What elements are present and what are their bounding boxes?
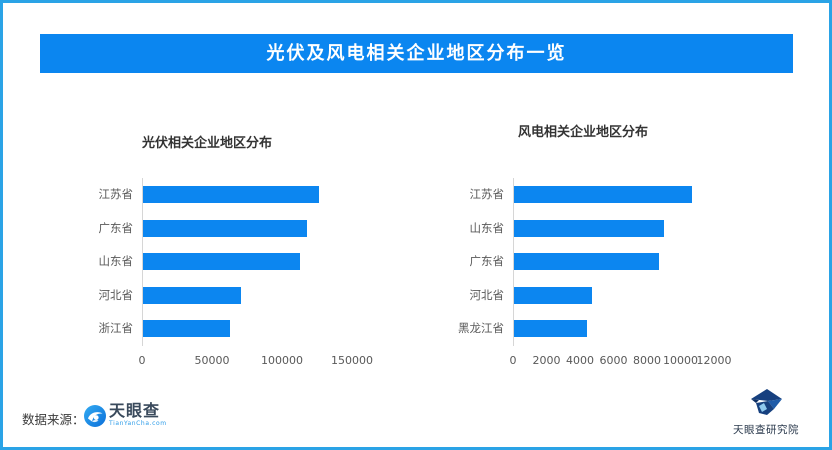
wind-plot-area: 江苏省山东省广东省河北省黑龙江省 [452,178,714,346]
pv-bars [142,178,352,346]
pv-x-axis-ticks: 0 50000 100000 150000 [138,354,374,370]
tianyancha-url: TianYanCha.com [109,420,167,427]
pv-bar-chart: 光伏相关企业地区分布 江苏省广东省山东省河北省浙江省 0 50000 100000 1… [62,115,374,380]
research-institute-logo: 天眼查研究院 [725,387,807,437]
bar-row [143,312,352,346]
bar [514,320,587,338]
bar-row [143,212,352,246]
research-bird-icon [751,389,782,415]
tianyancha-wordmark: 天眼查 [109,401,161,420]
category-label: 河北省 [469,287,505,302]
research-institute-label: 天眼查研究院 [733,424,799,436]
bar [514,219,664,237]
category-label: 黑龙江省 [458,321,504,335]
x-tick-label: 4000 [565,354,594,367]
bar-row [514,279,714,313]
pv-category-labels: 江苏省广东省山东省河北省浙江省 [62,178,142,346]
x-tick-label: 150000 [331,354,373,367]
category-label: 江苏省 [98,187,134,201]
bar [143,286,241,304]
bar-row [143,245,352,279]
x-tick-label: 0 [138,354,146,367]
category-label: 广东省 [469,254,505,268]
category-label: 广东省 [98,220,134,235]
bar-row [143,178,352,212]
wind-bars [513,178,714,346]
bar [143,320,231,338]
x-tick-label: 6000 [599,354,628,367]
bar [514,186,693,204]
wind-chart-title: 风电相关企业地区分布 [517,125,648,140]
bar [514,286,592,304]
bar [143,186,319,204]
x-tick-label: 12000 [696,354,732,367]
tianyancha-logo: 天眼查 TianYanCha.com [84,402,167,427]
wind-x-axis-ticks: 0 2000 4000 6000 8000 10000 12000 [509,354,732,370]
category-label: 山东省 [98,254,134,268]
pv-chart-title: 光伏相关企业地区分布 [141,136,272,151]
tianyancha-eye-icon [84,405,106,427]
x-tick-label: 0 [509,354,517,367]
data-source-label: 数据来源： [22,412,85,427]
bar-row [514,178,714,212]
bar [143,253,301,271]
pv-plot-area: 江苏省广东省山东省河北省浙江省 [62,178,352,346]
x-tick-label: 50000 [194,354,230,367]
bar-row [143,279,352,313]
bar-row [514,312,714,346]
category-label: 河北省 [98,287,134,302]
category-label: 山东省 [469,220,505,235]
x-tick-label: 2000 [532,354,561,367]
bar-row [514,212,714,246]
bar [143,219,308,237]
page-title: 光伏及风电相关企业地区分布一览 [40,34,793,73]
bar [514,253,659,271]
wind-category-labels: 江苏省山东省广东省河北省黑龙江省 [452,178,513,346]
category-label: 江苏省 [469,187,505,201]
wind-bar-chart: 风电相关企业地区分布 江苏省山东省广东省河北省黑龙江省 0 2000 4000 600… [452,115,732,380]
x-tick-label: 8000 [632,354,661,367]
bar-row [514,245,714,279]
category-label: 浙江省 [98,321,134,335]
x-tick-label: 10000 [663,354,698,367]
x-tick-label: 100000 [260,354,303,367]
